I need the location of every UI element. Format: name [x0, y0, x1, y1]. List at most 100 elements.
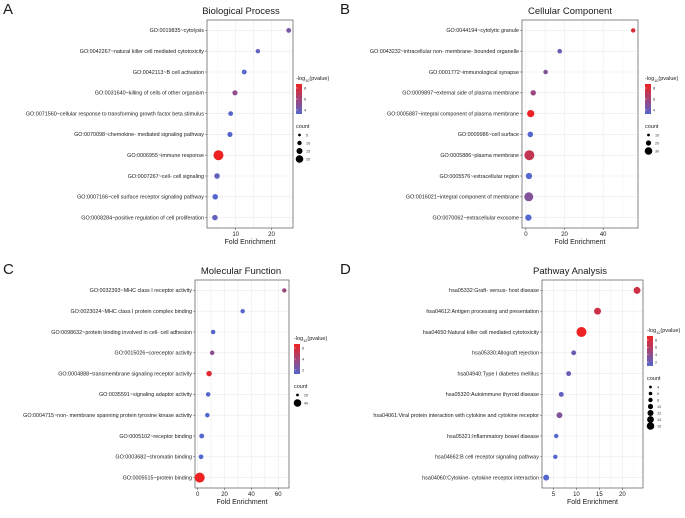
plot-frame — [206, 19, 294, 229]
data-point — [525, 214, 532, 221]
x-axis-title: Fold Enrichment — [217, 499, 268, 506]
panel-letter: D — [340, 261, 351, 278]
plot-frame — [521, 19, 639, 229]
category-label: GO:0042113~B cell activation — [133, 70, 204, 76]
data-points — [543, 286, 641, 481]
panel-title: Biological Process — [202, 6, 280, 17]
panel-title: Pathway Analysis — [533, 266, 607, 277]
category-label: GO:0023024~MHC class I protein complex b… — [70, 309, 192, 315]
legend-color-label: 2 — [302, 368, 304, 372]
x-tick-label: 10 — [573, 492, 580, 498]
category-label: hsa05330:Allograft rejection — [472, 351, 539, 357]
legend-size-dot — [298, 133, 301, 137]
category-label: GO:0044194~cytolytic granule — [446, 28, 519, 34]
legend-color-title: -log10(pvalue) — [294, 336, 327, 343]
data-point — [214, 173, 220, 179]
x-tick-label: 20 — [561, 232, 568, 238]
data-point — [209, 350, 215, 356]
x-axis-title: Fold Enrichment — [567, 499, 618, 506]
legend-size-label: 20 — [304, 393, 308, 397]
data-point — [212, 214, 218, 221]
data-point — [255, 49, 261, 54]
legend-size-dot — [644, 147, 653, 155]
data-point — [553, 454, 558, 459]
category-label: hsa04612:Antigen processing and presenta… — [426, 309, 539, 315]
category-label: GO:0070098~chemokine- mediated signaling… — [74, 132, 204, 138]
data-point — [594, 307, 602, 315]
data-point — [543, 69, 548, 75]
data-point — [199, 433, 205, 439]
data-point — [530, 90, 536, 96]
category-label: GO:0042267~natural killer cell mediated … — [80, 49, 205, 55]
panel-letter: B — [340, 1, 350, 18]
legend-size-label: 10 — [657, 405, 661, 409]
category-label: GO:0005102~receptor binding — [119, 434, 192, 440]
category-label: GO:0035591~signaling adaptor activity — [99, 392, 192, 398]
panel-letter: C — [3, 261, 14, 278]
category-labels: GO:0019835~cytolysis GO:0042267~natural k… — [26, 28, 207, 221]
legend: -log10(pvalue) 6 4 2 count 20 40 — [293, 336, 327, 407]
legend: -log10(pvalue) 8 6 4 count 10 20 30 — [644, 76, 678, 155]
legend-size-label: 20 — [306, 157, 310, 161]
category-label: hsa04650:Natural killer cell mediated cy… — [423, 330, 540, 336]
data-point — [213, 150, 224, 161]
x-tick-label: 40 — [600, 232, 607, 238]
category-label: hsa04662:B cell receptor signaling pathw… — [435, 455, 539, 461]
category-label: GO:0006955~immune response — [127, 153, 204, 159]
legend-color-label: 4 — [302, 357, 304, 361]
category-label: GO:0016021~integral component of membran… — [406, 195, 519, 201]
legend-size-label: 10 — [655, 133, 659, 137]
x-tick-label: 10 — [232, 232, 239, 238]
category-label: GO:0031640~killing of cells of other org… — [95, 91, 205, 97]
category-label: GO:0005515~protein binding — [123, 475, 192, 481]
data-point — [630, 28, 636, 33]
data-point — [524, 192, 534, 202]
data-points — [194, 288, 287, 483]
category-label: GO:0043232~intracellular non- membrane- … — [370, 49, 519, 55]
legend-color-label: 8 — [304, 86, 306, 90]
grid-lines — [522, 20, 638, 228]
category-label: GO:0070062~extracellular exosome — [433, 215, 519, 221]
category-label: hsa05321:Inflammatory bowel disease — [447, 434, 539, 440]
category-label: GO:0032393~MHC class I receptor activity — [90, 288, 193, 294]
legend-size-dot — [297, 140, 302, 146]
x-ticks: 0 20 40 — [524, 228, 607, 238]
legend-color-bar — [645, 84, 651, 114]
category-label: hsa05332:Graft- versus- host disease — [449, 288, 539, 294]
grid-lines — [195, 280, 289, 488]
category-label: GO:0009986~cell surface — [458, 132, 519, 138]
x-tick-label: 0 — [524, 232, 528, 238]
panel-b: B Cellular Component GO:0044194~cytolytic … — [340, 1, 678, 246]
data-point — [241, 69, 247, 75]
data-point — [524, 150, 535, 161]
panel-a: A Biological ProcessGO:0019835~cytolysisG… — [3, 1, 329, 246]
x-tick-label: 5 — [552, 492, 556, 498]
legend-size-label: 5 — [306, 133, 308, 137]
category-label: GO:0001772~immunological synapse — [429, 70, 519, 76]
category-label: GO:0008284~positive regulation of cell p… — [81, 215, 204, 221]
plot-frame — [541, 279, 644, 489]
legend-size-dot — [645, 140, 652, 146]
legend-color-bar — [296, 84, 302, 114]
legend-size-label: 12 — [657, 411, 661, 415]
data-point — [527, 131, 534, 138]
x-tick-label: 60 — [275, 492, 282, 498]
x-tick-label: 20 — [268, 232, 275, 238]
legend-size-dot — [649, 385, 652, 389]
legend-size-dot — [647, 133, 650, 137]
x-axis-title: Fold Enrichment — [225, 239, 276, 246]
panel-title: Molecular Function — [201, 266, 281, 277]
category-label: GO:0007267~cell- cell signaling — [128, 174, 204, 180]
data-point — [228, 111, 234, 116]
legend-size-label: 8 — [657, 398, 659, 402]
data-point — [205, 412, 210, 418]
legend-color-label: 6 — [653, 97, 655, 101]
legend-size-dot — [647, 416, 654, 423]
legend-size-label: 16 — [657, 424, 661, 428]
legend-color-title: -log10(pvalue) — [645, 76, 678, 83]
legend-size-dot — [647, 403, 654, 410]
legend-size-label: 30 — [655, 149, 659, 153]
legend-color-title: -log10(pvalue) — [296, 76, 329, 83]
panel-title: Cellular Component — [528, 6, 612, 17]
